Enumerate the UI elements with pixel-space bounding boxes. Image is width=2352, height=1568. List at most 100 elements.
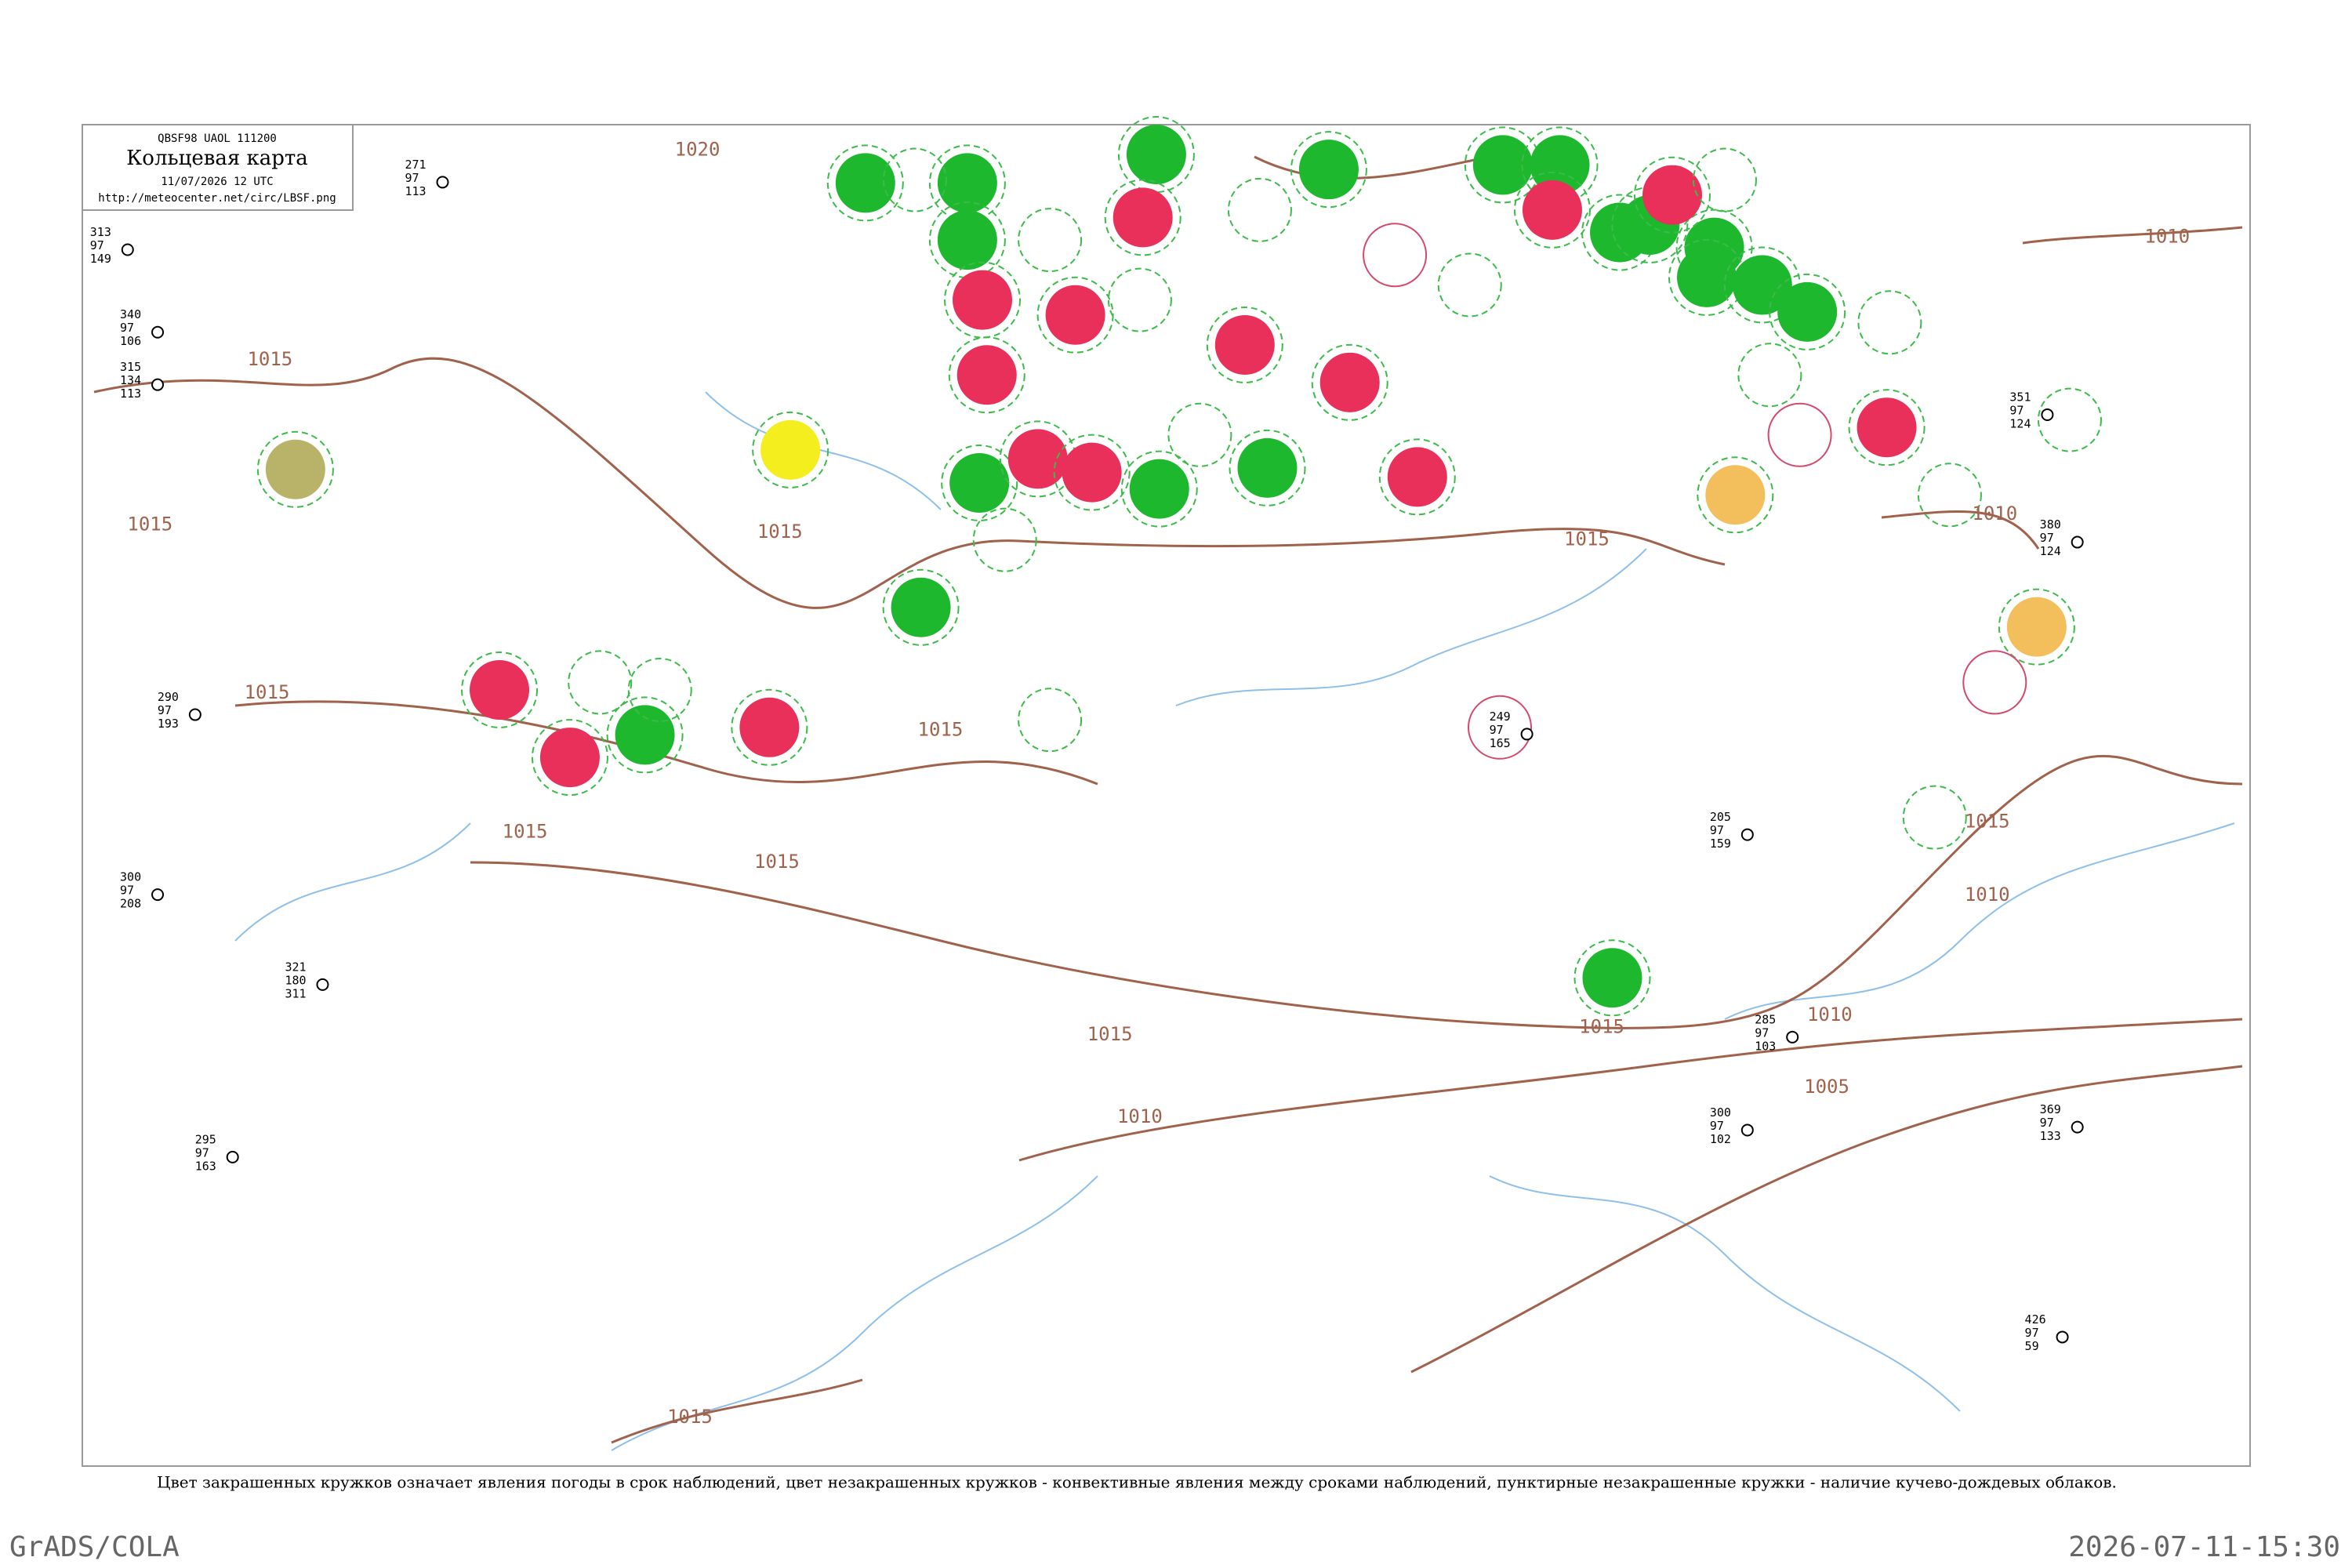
station-value: 103 bbox=[1755, 1039, 1776, 1053]
weather-ring bbox=[752, 411, 829, 488]
weather-circle bbox=[956, 345, 1017, 405]
cb-ring bbox=[1737, 343, 1802, 408]
cb-ring bbox=[568, 650, 633, 715]
weather-circle bbox=[1732, 255, 1792, 315]
cb-ring bbox=[627, 657, 692, 722]
weather-circle bbox=[1045, 285, 1105, 345]
cb-ring bbox=[1018, 208, 1083, 273]
weather-circle bbox=[2006, 597, 2067, 657]
weather-ring bbox=[606, 696, 684, 774]
weather-circle bbox=[1857, 397, 1917, 458]
station-marker bbox=[151, 325, 165, 339]
header-box bbox=[82, 124, 354, 211]
cb-ring bbox=[972, 507, 1037, 572]
isobar-label: 1010 bbox=[1972, 503, 2017, 524]
weather-circle bbox=[1237, 437, 1298, 498]
station-value: 295 bbox=[195, 1132, 216, 1146]
weather-circle bbox=[1298, 140, 1359, 200]
isobar-label: 1015 bbox=[757, 521, 803, 543]
station-value: 97 bbox=[1710, 823, 1724, 837]
isobar-label: 1010 bbox=[2144, 225, 2190, 247]
station-marker bbox=[226, 1150, 239, 1163]
weather-circle bbox=[1777, 281, 1838, 342]
station-value: 208 bbox=[120, 897, 141, 911]
station-value: 271 bbox=[405, 158, 426, 172]
cb-ring bbox=[1917, 463, 1982, 528]
isobar-label: 1015 bbox=[667, 1406, 713, 1428]
station-value: 205 bbox=[1710, 810, 1731, 824]
isobar-label: 1015 bbox=[127, 514, 172, 535]
weather-ring bbox=[928, 144, 1006, 222]
station-value: 113 bbox=[405, 184, 426, 198]
weather-circle bbox=[835, 153, 895, 213]
weather-ring bbox=[882, 568, 960, 646]
weather-circle bbox=[1676, 247, 1737, 307]
weather-circle bbox=[1705, 465, 1766, 525]
station-value: 193 bbox=[158, 717, 179, 731]
station-value: 97 bbox=[195, 1145, 209, 1160]
isobar-label: 1015 bbox=[245, 681, 290, 703]
weather-ring bbox=[1378, 438, 1456, 516]
station-value: 97 bbox=[1490, 723, 1504, 737]
station-value: 134 bbox=[120, 373, 141, 387]
isobar-label: 1010 bbox=[1117, 1105, 1163, 1127]
cb-ring bbox=[882, 147, 947, 212]
weather-ring bbox=[941, 444, 1018, 521]
header-title: Кольцевая карта bbox=[126, 147, 308, 170]
weather-circle bbox=[1319, 352, 1380, 412]
weather-circle bbox=[1582, 948, 1642, 1008]
station-value: 340 bbox=[120, 307, 141, 321]
isobar-label: 1010 bbox=[1807, 1004, 1853, 1025]
weather-ring bbox=[948, 336, 1025, 414]
weather-circle bbox=[1126, 125, 1186, 185]
station-value: 315 bbox=[120, 360, 141, 374]
station-value: 351 bbox=[2009, 390, 2031, 404]
station-value: 149 bbox=[90, 252, 111, 266]
station-value: 97 bbox=[2009, 403, 2024, 417]
station-value: 290 bbox=[158, 690, 179, 704]
station-value: 97 bbox=[158, 703, 172, 717]
weather-ring bbox=[1998, 588, 2075, 666]
weather-ring bbox=[1675, 209, 1753, 286]
weather-ring bbox=[461, 651, 539, 728]
header-time: 11/07/2026 12 UTC bbox=[161, 176, 273, 188]
weather-ring bbox=[826, 144, 904, 222]
weather-circle bbox=[1129, 459, 1189, 519]
weather-circle bbox=[760, 419, 821, 480]
station-value: 97 bbox=[120, 884, 134, 898]
weather-circle bbox=[265, 439, 325, 499]
weather-circle bbox=[1007, 429, 1068, 489]
weather-ring bbox=[1104, 179, 1181, 256]
isobar-lines bbox=[93, 155, 2243, 1444]
station-value: 97 bbox=[120, 321, 134, 335]
weather-ring bbox=[1117, 116, 1195, 194]
header-url: http://meteocenter.net/circ/LBSF.png bbox=[98, 192, 336, 205]
cb-ring bbox=[1767, 402, 1832, 467]
weather-ring bbox=[1120, 450, 1198, 528]
station-value: 124 bbox=[2009, 416, 2031, 430]
weather-circle bbox=[1530, 135, 1590, 195]
weather-circle bbox=[1214, 314, 1275, 375]
cb-ring bbox=[1468, 695, 1532, 760]
isobar-label: 1015 bbox=[1965, 810, 2010, 832]
station-value: 163 bbox=[195, 1159, 216, 1173]
station-value: 102 bbox=[1710, 1132, 1731, 1146]
station-value: 106 bbox=[120, 334, 141, 348]
weather-circle bbox=[1472, 135, 1533, 195]
footer-right: 2026-07-11-15:30 bbox=[2068, 1531, 2340, 1563]
weather-circle bbox=[953, 270, 1013, 330]
station-marker bbox=[1520, 728, 1534, 741]
weather-circle bbox=[1062, 442, 1122, 503]
weather-ring bbox=[1633, 156, 1711, 234]
isobar-label: 1015 bbox=[503, 821, 548, 843]
weather-circle bbox=[1387, 447, 1447, 507]
weather-circle bbox=[937, 153, 997, 213]
weather-circle bbox=[937, 210, 997, 270]
station-value: 321 bbox=[285, 960, 306, 974]
header-code: QBSF98 UAOL 111200 bbox=[158, 132, 277, 145]
footer-left: GrADS/COLA bbox=[9, 1531, 180, 1563]
station-value: 97 bbox=[2040, 531, 2054, 545]
station-value: 124 bbox=[2040, 544, 2061, 558]
station-marker bbox=[151, 888, 165, 902]
